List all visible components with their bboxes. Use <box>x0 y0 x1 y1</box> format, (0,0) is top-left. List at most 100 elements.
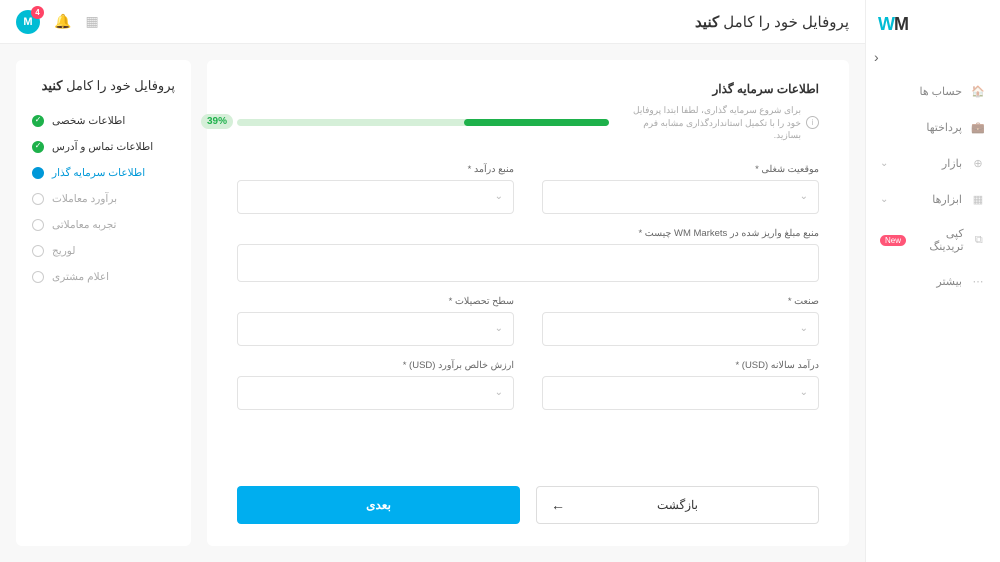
label-net-worth: ارزش خالص برآورد (USD) * <box>237 360 514 371</box>
step-item[interactable]: برآورد معاملات <box>32 186 175 212</box>
globe-icon: ⊕ <box>970 155 986 171</box>
progress-fill <box>464 119 609 126</box>
input-deposit-src[interactable] <box>237 244 819 282</box>
steps-list: اطلاعات شخصی اطلاعات تماس و آدرس اطلاعات س… <box>32 108 175 290</box>
nav-item-copytrading[interactable]: ⧉ کپی تریدینگ New <box>866 217 1000 263</box>
gift-icon[interactable]: ▦ <box>85 13 98 30</box>
step-label: برآورد معاملات <box>52 193 117 205</box>
step-label: اعلام مشتری <box>52 271 109 283</box>
back-label: بازگشت <box>657 498 698 512</box>
field-industry: صنعت * ⌄ <box>542 296 819 346</box>
new-badge: New <box>880 235 906 246</box>
select-annual-income[interactable]: ⌄ <box>542 376 819 410</box>
topbar-actions: ▦ 🔔 M 4 <box>16 10 99 34</box>
sidebar-collapse[interactable]: ‹ <box>866 49 1000 73</box>
select-income-src[interactable]: ⌄ <box>237 180 514 214</box>
field-job: موقعیت شغلی * ⌄ <box>542 164 819 214</box>
step-item[interactable]: اطلاعات تماس و آدرس <box>32 134 175 160</box>
nav-item-accounts[interactable]: 🏠 حساب ها <box>866 73 1000 109</box>
chevron-down-icon: ⌄ <box>495 191 503 202</box>
chevron-down-icon: ⌄ <box>880 194 888 205</box>
bell-icon[interactable]: 🔔 <box>54 13 71 30</box>
label-education: سطح تحصیلات * <box>237 296 514 307</box>
chevron-down-icon: ⌄ <box>495 323 503 334</box>
dots-icon: ⋯ <box>970 273 986 289</box>
button-row: بازگشت ← بعدی <box>237 462 819 524</box>
form-grid: موقعیت شغلی * ⌄ منبع درآمد * ⌄ منبع مبلغ… <box>237 164 819 410</box>
nav-label: پرداختها <box>926 121 962 134</box>
select-net-worth[interactable]: ⌄ <box>237 376 514 410</box>
main: پروفایل خود را کامل کنید ▦ 🔔 M 4 اطلاعات… <box>0 0 865 562</box>
title-light: پروفایل خود را کامل <box>723 14 849 31</box>
step-dot-icon <box>32 167 44 179</box>
step-item[interactable]: اطلاعات سرمایه گذار <box>32 160 175 186</box>
form-card: اطلاعات سرمایه گذار i برای شروع سرمایه گ… <box>207 60 849 546</box>
progress-hint: i برای شروع سرمایه گذاری، لطفا ابتدا پرو… <box>619 104 819 142</box>
logo: WM <box>866 8 1000 49</box>
step-item[interactable]: لوریج <box>32 238 175 264</box>
logo-m: M <box>894 14 908 34</box>
content: اطلاعات سرمایه گذار i برای شروع سرمایه گ… <box>0 44 865 562</box>
nav-label: ابزارها <box>932 193 962 206</box>
label-industry: صنعت * <box>542 296 819 307</box>
nav-label: بازار <box>942 157 962 170</box>
field-annual-income: درآمد سالانه (USD) * ⌄ <box>542 360 819 410</box>
step-dot-icon <box>32 245 44 257</box>
back-button[interactable]: بازگشت ← <box>536 486 819 524</box>
select-job[interactable]: ⌄ <box>542 180 819 214</box>
step-dot-icon <box>32 219 44 231</box>
arrow-left-icon: ← <box>551 497 565 513</box>
form-heading: اطلاعات سرمایه گذار <box>237 82 819 96</box>
step-dot-icon <box>32 193 44 205</box>
step-label: اطلاعات تماس و آدرس <box>52 141 153 153</box>
nav-item-tools[interactable]: ▦ ابزارها ⌄ <box>866 181 1000 217</box>
next-label: بعدی <box>366 498 391 512</box>
step-dot-icon <box>32 271 44 283</box>
nav-sidebar: WM ‹ 🏠 حساب ها 💼 پرداختها ⊕ بازار ⌄ ▦ اب… <box>865 0 1000 562</box>
hint-text: برای شروع سرمایه گذاری، لطفا ابتدا پروفا… <box>619 104 801 142</box>
title-bold: کنید <box>695 14 719 31</box>
next-button[interactable]: بعدی <box>237 486 520 524</box>
topbar: پروفایل خود را کامل کنید ▦ 🔔 M 4 <box>0 0 865 44</box>
field-deposit-src: منبع مبلغ واریز شده در WM Markets چیست * <box>237 228 819 282</box>
label-income-src: منبع درآمد * <box>237 164 514 175</box>
step-label: اطلاعات سرمایه گذار <box>52 167 145 179</box>
step-item[interactable]: اطلاعات شخصی <box>32 108 175 134</box>
step-label: لوریج <box>52 245 75 257</box>
avatar-letter: M <box>23 16 32 28</box>
steps-title: پروفایل خود را کامل کنید <box>32 78 175 94</box>
label-job: موقعیت شغلی * <box>542 164 819 175</box>
step-label: تجربه معاملاتی <box>52 219 116 231</box>
step-item[interactable]: تجربه معاملاتی <box>32 212 175 238</box>
step-item[interactable]: اعلام مشتری <box>32 264 175 290</box>
info-icon: i <box>806 116 819 129</box>
steps-title-light: پروفایل خود را کامل <box>66 78 175 93</box>
step-dot-icon <box>32 115 44 127</box>
home-icon: 🏠 <box>970 83 986 99</box>
chevron-down-icon: ⌄ <box>800 191 808 202</box>
chevron-down-icon: ⌄ <box>800 387 808 398</box>
nav-item-market[interactable]: ⊕ بازار ⌄ <box>866 145 1000 181</box>
step-label: اطلاعات شخصی <box>52 115 125 127</box>
nav-item-payments[interactable]: 💼 پرداختها <box>866 109 1000 145</box>
field-income-src: منبع درآمد * ⌄ <box>237 164 514 214</box>
step-dot-icon <box>32 141 44 153</box>
field-education: سطح تحصیلات * ⌄ <box>237 296 514 346</box>
nav-item-more[interactable]: ⋯ بیشتر <box>866 263 1000 299</box>
chevron-down-icon: ⌄ <box>495 387 503 398</box>
wallet-icon: 💼 <box>970 119 986 135</box>
select-industry[interactable]: ⌄ <box>542 312 819 346</box>
page-title: پروفایل خود را کامل کنید <box>695 13 849 31</box>
progress-row: i برای شروع سرمایه گذاری، لطفا ابتدا پرو… <box>237 104 819 142</box>
grid-icon: ▦ <box>970 191 986 207</box>
select-education[interactable]: ⌄ <box>237 312 514 346</box>
avatar[interactable]: M 4 <box>16 10 40 34</box>
nav-label: بیشتر <box>936 275 962 288</box>
steps-card: پروفایل خود را کامل کنید اطلاعات شخصیاطل… <box>16 60 191 546</box>
nav-label: حساب ها <box>919 85 962 98</box>
progress-pct: 39% <box>201 114 233 129</box>
label-deposit-src: منبع مبلغ واریز شده در WM Markets چیست * <box>237 228 819 239</box>
copy-icon: ⧉ <box>972 232 986 248</box>
field-net-worth: ارزش خالص برآورد (USD) * ⌄ <box>237 360 514 410</box>
label-annual-income: درآمد سالانه (USD) * <box>542 360 819 371</box>
